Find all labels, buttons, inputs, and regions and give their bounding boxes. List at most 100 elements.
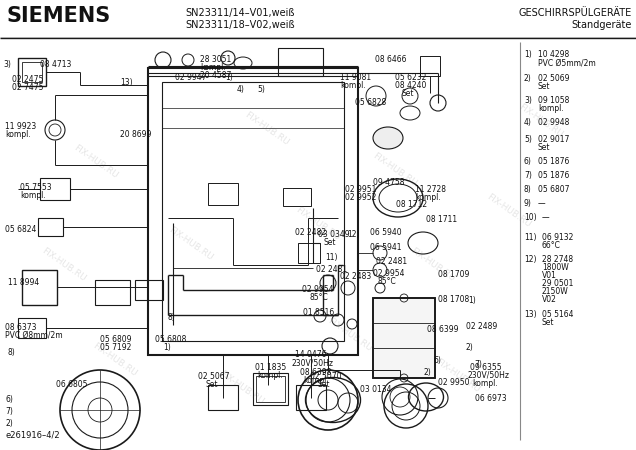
Text: 2): 2) xyxy=(466,343,474,352)
Ellipse shape xyxy=(373,127,403,149)
Bar xyxy=(40,178,70,200)
Text: FIX-HUB.RU: FIX-HUB.RU xyxy=(294,205,342,242)
Text: 7): 7) xyxy=(524,171,532,180)
Text: 85°C: 85°C xyxy=(310,293,329,302)
Text: 6): 6) xyxy=(524,157,532,166)
Text: 08 4240: 08 4240 xyxy=(395,81,426,90)
Text: 29 0501: 29 0501 xyxy=(542,279,574,288)
Text: 11 9923: 11 9923 xyxy=(5,122,36,131)
Text: Set: Set xyxy=(317,380,329,389)
Text: 4): 4) xyxy=(524,118,532,127)
Text: 10): 10) xyxy=(524,213,537,222)
Text: FIX-HUB.RU: FIX-HUB.RU xyxy=(485,193,532,230)
Text: 02 2481: 02 2481 xyxy=(316,265,347,274)
Text: 1): 1) xyxy=(163,343,170,352)
Text: 03 0349: 03 0349 xyxy=(318,230,350,239)
Text: 10 4298: 10 4298 xyxy=(538,50,569,59)
Text: 02 9952: 02 9952 xyxy=(345,193,377,202)
Text: 02 5070: 02 5070 xyxy=(310,372,342,381)
Text: 9): 9) xyxy=(524,199,532,208)
Text: Set: Set xyxy=(323,238,336,247)
Text: 02 2481: 02 2481 xyxy=(376,257,407,266)
Text: 5): 5) xyxy=(524,135,532,144)
Text: 11 8994: 11 8994 xyxy=(8,278,39,287)
Bar xyxy=(296,385,326,410)
Text: 01 1835: 01 1835 xyxy=(255,363,286,372)
Text: 02 9017: 02 9017 xyxy=(538,135,569,144)
Text: 66°C: 66°C xyxy=(542,241,561,250)
Text: 20 8699: 20 8699 xyxy=(120,130,151,139)
Text: 06 6805: 06 6805 xyxy=(56,380,88,389)
Text: 11 2728: 11 2728 xyxy=(415,185,446,194)
Bar xyxy=(38,218,63,236)
Text: 03 0134: 03 0134 xyxy=(360,385,392,394)
Text: kompl.: kompl. xyxy=(5,130,31,139)
Bar xyxy=(162,82,344,341)
Bar xyxy=(253,373,288,405)
Text: 6): 6) xyxy=(434,356,442,365)
Text: 06 6973: 06 6973 xyxy=(475,394,507,403)
Text: kompl.: kompl. xyxy=(303,376,329,385)
Text: 08 1709: 08 1709 xyxy=(438,270,469,279)
Text: 11 9081: 11 9081 xyxy=(340,73,371,82)
Text: 8): 8) xyxy=(168,313,176,322)
Text: 02 5067: 02 5067 xyxy=(198,372,230,381)
Bar xyxy=(148,68,358,355)
Text: 08 6373: 08 6373 xyxy=(5,323,36,332)
Text: 02 2482: 02 2482 xyxy=(295,228,326,237)
Text: 12): 12) xyxy=(347,230,359,239)
Bar xyxy=(18,318,46,338)
Text: GESCHIRRSPÜLGERÄTE: GESCHIRRSPÜLGERÄTE xyxy=(519,8,632,18)
Bar xyxy=(373,298,435,378)
Text: 09 4758: 09 4758 xyxy=(373,178,404,187)
Text: FIX-HUB.RU: FIX-HUB.RU xyxy=(40,246,87,283)
Bar xyxy=(208,385,238,410)
Text: Set: Set xyxy=(205,380,218,389)
Text: kompl.: kompl. xyxy=(415,193,441,202)
Text: 4): 4) xyxy=(237,85,245,94)
Text: kompl.: kompl. xyxy=(538,104,563,113)
Text: 2): 2) xyxy=(424,368,432,377)
Text: 5): 5) xyxy=(257,85,265,94)
Text: 1): 1) xyxy=(225,73,233,82)
Text: 28 2748: 28 2748 xyxy=(542,255,573,264)
Text: 8): 8) xyxy=(524,185,532,194)
Text: 05 6809: 05 6809 xyxy=(100,335,132,344)
Text: FIX-HUB.RU: FIX-HUB.RU xyxy=(72,143,119,180)
Text: 02 9948: 02 9948 xyxy=(538,118,569,127)
Text: kompl.: kompl. xyxy=(340,81,366,90)
Text: 09 1058: 09 1058 xyxy=(538,96,569,105)
Text: 08 1711: 08 1711 xyxy=(426,215,457,224)
Text: 05 6828: 05 6828 xyxy=(355,98,386,107)
Text: FIX-HUB.RU: FIX-HUB.RU xyxy=(434,357,481,394)
Text: 13): 13) xyxy=(524,310,537,319)
Text: 1): 1) xyxy=(524,50,532,59)
Text: e261916–4/2: e261916–4/2 xyxy=(5,431,60,440)
Text: 230V/50Hz: 230V/50Hz xyxy=(468,371,510,380)
Text: 05 6232: 05 6232 xyxy=(395,73,426,82)
Text: Standgeräte: Standgeräte xyxy=(572,20,632,30)
Text: 2150W: 2150W xyxy=(542,287,569,296)
Text: 08 4713: 08 4713 xyxy=(40,60,71,69)
Text: —: — xyxy=(542,213,550,222)
Text: 02 2483: 02 2483 xyxy=(340,272,371,281)
Text: SIEMENS: SIEMENS xyxy=(6,6,110,26)
Text: Set: Set xyxy=(538,82,551,91)
Bar xyxy=(0,0,636,38)
Text: 05 7192: 05 7192 xyxy=(100,343,132,352)
Bar xyxy=(208,183,238,205)
Text: 3): 3) xyxy=(524,96,532,105)
Text: SN23311/14–V01,weiß: SN23311/14–V01,weiß xyxy=(185,8,294,18)
Text: FIX-HUB.RU: FIX-HUB.RU xyxy=(326,316,373,353)
Text: kompl.: kompl. xyxy=(200,63,226,72)
Text: PVC Ø8mm/2m: PVC Ø8mm/2m xyxy=(5,331,62,340)
Bar xyxy=(22,270,57,305)
Text: 05 7553: 05 7553 xyxy=(20,183,52,192)
Text: 06 9132: 06 9132 xyxy=(542,233,574,242)
Text: 02 7475: 02 7475 xyxy=(12,83,43,92)
Bar xyxy=(256,376,285,402)
Bar xyxy=(420,56,440,76)
Text: 11): 11) xyxy=(524,233,537,242)
Text: 1): 1) xyxy=(468,296,476,305)
Text: 7): 7) xyxy=(474,360,482,369)
